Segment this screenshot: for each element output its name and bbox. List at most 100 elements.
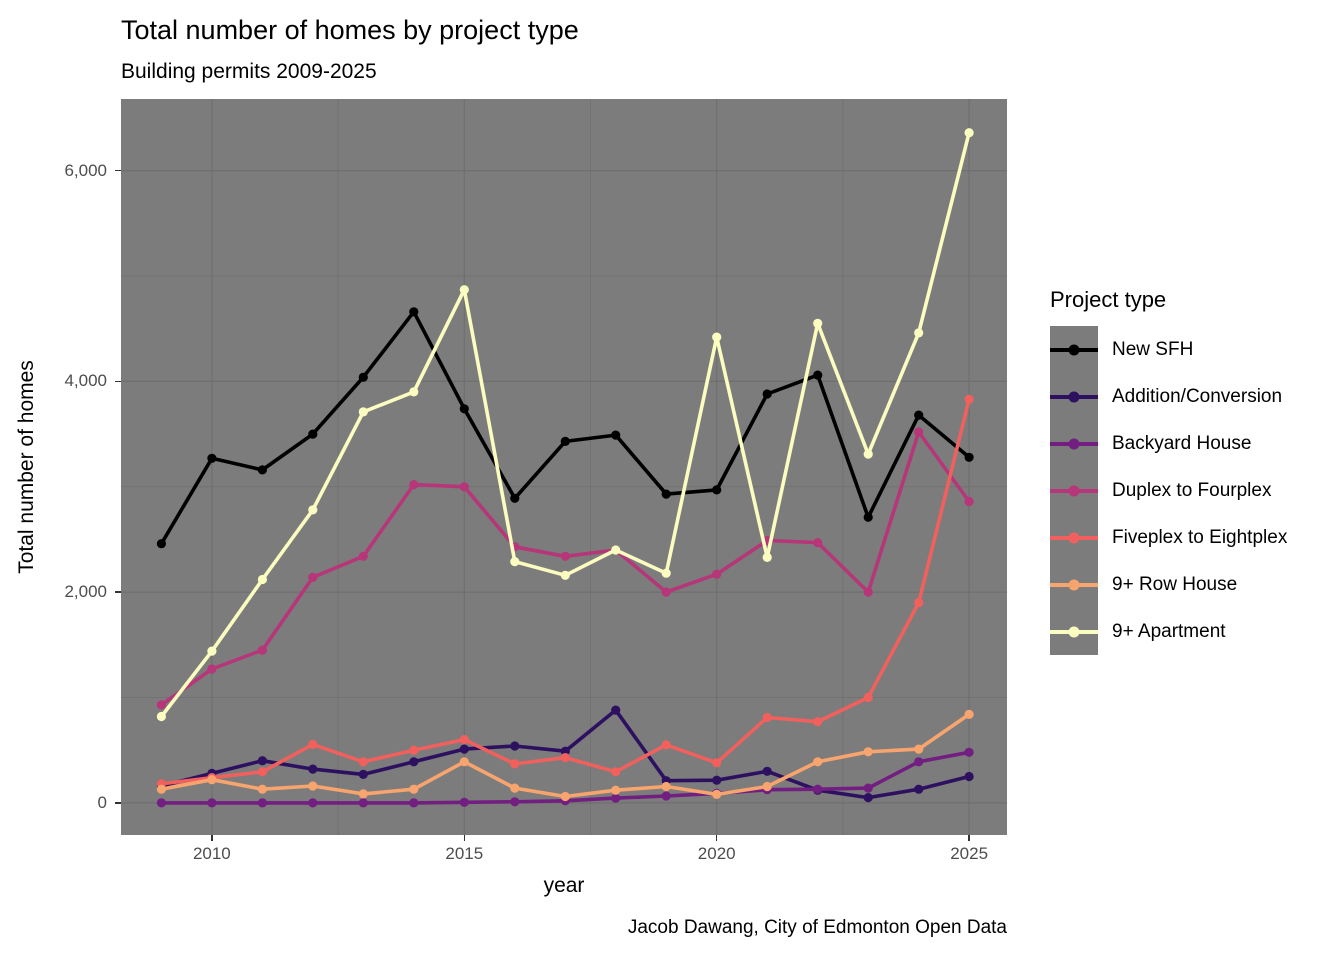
series-point xyxy=(308,429,318,439)
series-point xyxy=(762,781,772,792)
series-point xyxy=(712,569,722,579)
series-point xyxy=(409,307,419,317)
series-point xyxy=(863,783,873,793)
series-point xyxy=(762,389,772,399)
series-line-duplex-to-fourplex xyxy=(160,430,971,707)
y-tick-label: 4,000 xyxy=(64,371,107,391)
legend-entry: Duplex to Fourplex xyxy=(1050,467,1287,514)
legend-entry: 9+ Apartment xyxy=(1050,608,1287,655)
series-point xyxy=(409,480,419,490)
series-point xyxy=(964,747,974,757)
series-point xyxy=(459,797,469,807)
legend-key-dot xyxy=(1068,485,1080,496)
series-point xyxy=(560,436,570,446)
series-point xyxy=(358,789,368,799)
series-point xyxy=(409,745,419,755)
series-point xyxy=(510,783,520,793)
series-point xyxy=(611,785,621,795)
x-tick-label: 2020 xyxy=(697,844,736,863)
series-point xyxy=(358,798,368,808)
x-tick-mark xyxy=(463,835,466,841)
series-point xyxy=(207,453,217,463)
chart-subtitle: Building permits 2009-2025 xyxy=(121,60,377,83)
legend-key-swatch xyxy=(1050,467,1098,514)
series-point xyxy=(156,700,166,710)
series-point xyxy=(510,759,520,769)
series-point xyxy=(914,410,924,420)
series-point xyxy=(510,797,520,807)
series-point xyxy=(914,784,924,794)
series-point xyxy=(257,784,267,794)
series-point xyxy=(207,798,217,808)
legend-key-swatch xyxy=(1050,561,1098,608)
legend-key-dot xyxy=(1068,438,1080,449)
series-line-new-sfh xyxy=(159,310,971,545)
legend-key-swatch xyxy=(1050,326,1098,373)
y-tick-label: 2,000 xyxy=(64,582,107,602)
x-tick-mark xyxy=(715,835,718,841)
series-point xyxy=(257,465,267,475)
series-point xyxy=(813,538,823,548)
series-point xyxy=(661,587,671,597)
series-point xyxy=(156,784,166,794)
series-point xyxy=(712,775,722,785)
series-point xyxy=(712,485,722,495)
series-point xyxy=(914,328,924,338)
series-point xyxy=(560,570,570,580)
series-point xyxy=(712,758,722,768)
series-point xyxy=(661,791,671,801)
series-point xyxy=(207,664,217,674)
series-point xyxy=(560,746,570,756)
series-point xyxy=(712,332,722,342)
series-point xyxy=(207,646,217,656)
y-tick-label: 0 xyxy=(97,792,107,812)
series-point xyxy=(308,739,318,750)
legend-label: Addition/Conversion xyxy=(1112,385,1283,407)
series-point xyxy=(964,496,974,507)
series-point xyxy=(510,493,520,503)
series-point xyxy=(863,692,873,703)
series-point xyxy=(308,798,318,808)
series-point xyxy=(257,767,267,777)
series-point xyxy=(964,709,974,720)
y-tick-mark xyxy=(115,591,121,593)
legend-label: Backyard House xyxy=(1112,432,1252,454)
series-point xyxy=(863,747,873,757)
legend-key-swatch xyxy=(1050,608,1098,655)
series-point xyxy=(813,784,823,794)
series-point xyxy=(661,781,671,792)
series-point xyxy=(661,568,671,578)
legend: Project type New SFH Addition/Conversion B… xyxy=(1050,287,1287,655)
legend-label: Duplex to Fourplex xyxy=(1112,479,1272,501)
series-point xyxy=(459,404,469,414)
x-tick-label: 2025 xyxy=(950,844,989,863)
y-tick-label: 6,000 xyxy=(64,160,107,180)
series-point xyxy=(813,318,823,328)
legend-label: Fiveplex to Eightplex xyxy=(1112,526,1288,548)
series-point xyxy=(560,791,570,802)
series-point xyxy=(257,756,267,766)
x-axis-title: year xyxy=(543,874,585,897)
series-point xyxy=(964,452,974,462)
legend-entry: Fiveplex to Eightplex xyxy=(1050,514,1287,561)
series-point xyxy=(156,539,166,549)
series-point xyxy=(156,798,166,808)
y-tick-mark xyxy=(115,380,121,383)
series-point xyxy=(510,741,520,751)
chart-title: Total number of homes by project type xyxy=(121,15,579,45)
series-point xyxy=(459,757,469,767)
series-point xyxy=(762,712,772,723)
series-point xyxy=(560,551,570,561)
series-point xyxy=(510,557,520,567)
series-point xyxy=(409,387,419,397)
series-point xyxy=(813,717,823,727)
series-point xyxy=(308,781,318,791)
legend-rows: New SFH Addition/Conversion Backyard House… xyxy=(1050,326,1287,655)
x-tick-mark xyxy=(211,835,213,841)
x-tick-label: 2015 xyxy=(445,844,484,863)
legend-key-dot xyxy=(1068,579,1080,590)
legend-key-dot xyxy=(1068,532,1080,543)
series-point xyxy=(308,572,318,582)
legend-entry: New SFH xyxy=(1050,326,1287,373)
series-point xyxy=(863,512,873,522)
